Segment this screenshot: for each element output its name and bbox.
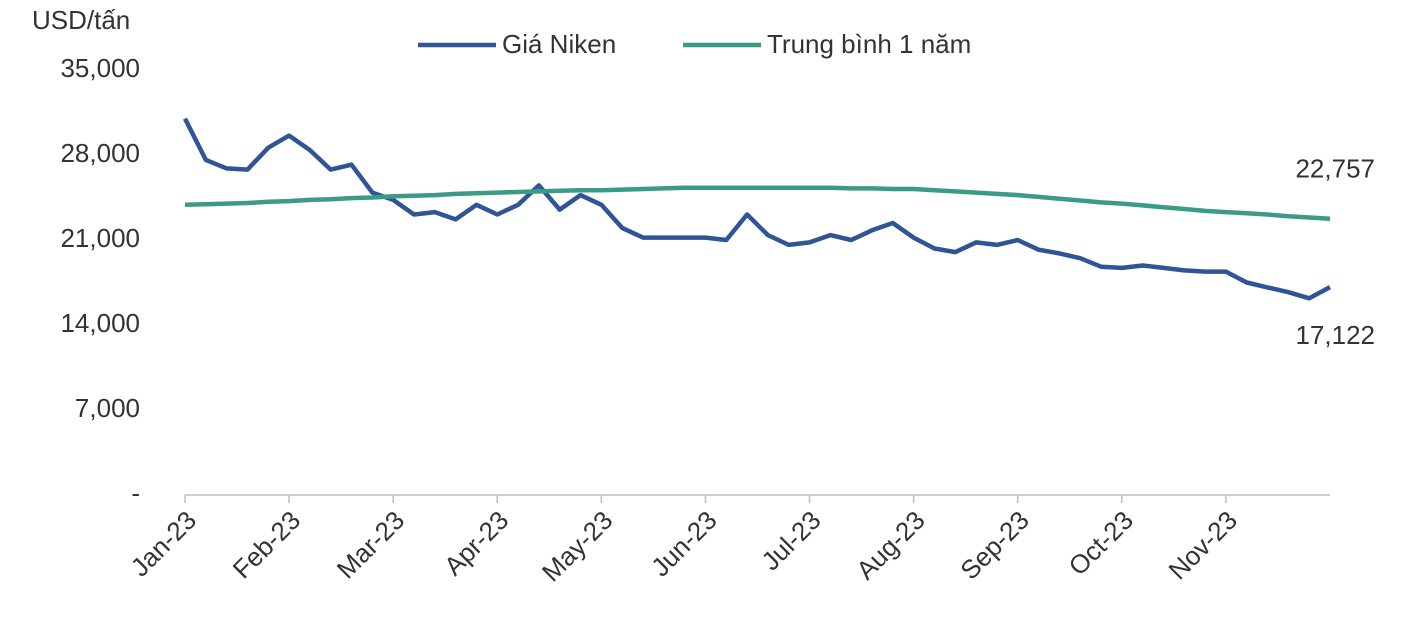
x-tick-label: Nov-23 — [1163, 505, 1243, 585]
y-tick-label: 35,000 — [60, 53, 140, 83]
legend-label: Trung bình 1 năm — [767, 29, 971, 59]
line-series — [184, 185, 1331, 221]
x-tick-label: Jun-23 — [645, 505, 722, 582]
x-tick-label: May-23 — [536, 505, 619, 588]
y-tick-label: 14,000 — [60, 308, 140, 338]
x-tick-label: Apr-23 — [438, 505, 514, 581]
y-tick-label: 7,000 — [75, 393, 140, 423]
x-tick-label: Oct-23 — [1063, 505, 1139, 581]
data-label: 22,757 — [1295, 154, 1375, 184]
data-label: 17,122 — [1295, 320, 1375, 350]
line-series — [182, 117, 1332, 301]
y-axis-title: USD/tấn — [32, 5, 130, 35]
x-tick-label: Jul-23 — [755, 505, 826, 576]
x-tick-label: Mar-23 — [331, 505, 410, 584]
x-tick-label: Aug-23 — [850, 505, 930, 585]
x-tick-label: Jan-23 — [125, 505, 202, 582]
legend-label: Giá Niken — [502, 29, 616, 59]
y-tick-label: 28,000 — [60, 138, 140, 168]
x-tick-label: Feb-23 — [227, 505, 306, 584]
y-tick-label: - — [131, 478, 140, 508]
y-tick-label: 21,000 — [60, 223, 140, 253]
x-tick-label: Sep-23 — [954, 505, 1034, 585]
